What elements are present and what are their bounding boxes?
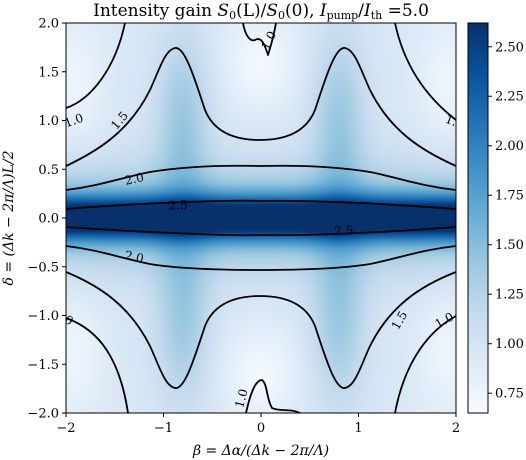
x-tick-label: 1: [354, 421, 362, 436]
y-tick-label: 0.5: [38, 163, 59, 178]
contour-label: 1.0: [232, 387, 250, 409]
contour-1.5-upper: [66, 47, 456, 167]
y-tick-label: −1.5: [27, 358, 59, 373]
heatmap-field: [66, 23, 456, 413]
colorbar-tick-label: 2.00: [495, 139, 524, 154]
contour-1.0-top-center: [242, 23, 277, 56]
colorbar-tick-label: 2.50: [495, 40, 524, 55]
contour-1.0-lower-right: [394, 315, 456, 413]
colorbar-tick-label: 1.00: [495, 337, 524, 352]
colorbar-tick-label: 1.50: [495, 238, 524, 253]
x-tick-label: 0: [257, 421, 265, 436]
contour-label: 2.0: [123, 248, 145, 266]
colorbar: [467, 22, 489, 414]
y-tick-label: 1.5: [38, 65, 59, 80]
contour-2.0-upper: [66, 164, 456, 191]
colorbar-tick-label: 1.75: [495, 189, 524, 204]
y-tick-label: 1.0: [38, 114, 59, 129]
y-tick-label: −1.0: [27, 309, 59, 324]
contour-label: 2.5: [168, 198, 188, 213]
contour-label: 2.5: [334, 223, 354, 238]
colorbar-tick-label: 0.75: [495, 387, 524, 402]
y-tick-label: 0.0: [38, 212, 59, 227]
contour-2.5-upper: [66, 199, 456, 210]
y-tick-label: −2.0: [27, 407, 59, 422]
y-axis-label: δ = (Δk − 2π/Λ)L/2: [1, 150, 17, 285]
contour-2.5-lower: [66, 226, 456, 237]
y-tick-label: −0.5: [27, 260, 59, 275]
contour-1.0-upper-right: [394, 23, 456, 121]
contour-1.0-bottom-center: [245, 379, 301, 413]
x-tick-label: −2: [56, 421, 75, 436]
contour-1.5-lower: [66, 271, 456, 389]
y-axis: −2.0 −1.5 −1.0 −0.5 0.0 0.5 1.0 1.5 2.0: [27, 17, 66, 422]
contour-label: 1.: [443, 112, 459, 129]
x-tick-label: 2: [452, 421, 460, 436]
contour-2.0-lower: [66, 245, 456, 271]
colorbar-ticks: 0.75 1.00 1.25 1.50 1.75 2.00 2.25 2.50: [488, 40, 524, 402]
contour-1.0-lower-left: [66, 317, 129, 413]
chart-title: Intensity gain S0(L)/S0(0), Ipump/Ith =5…: [93, 1, 429, 22]
y-tick-label: 2.0: [38, 17, 59, 32]
x-axis: −2 −1 0 1 2: [56, 413, 460, 436]
colorbar-tick-label: 2.25: [495, 90, 524, 105]
colorbar-tick-label: 1.25: [495, 288, 524, 303]
contour-label: 1.0: [62, 111, 85, 131]
x-axis-label: β = Δα/(Δk − 2π/Λ): [192, 443, 329, 459]
x-tick-label: −1: [154, 421, 173, 436]
contour-label: 2.0: [123, 170, 145, 188]
contour-lines: [66, 23, 456, 413]
contour-1.0-upper-left: [66, 23, 126, 109]
heatmap-image: [66, 23, 456, 413]
